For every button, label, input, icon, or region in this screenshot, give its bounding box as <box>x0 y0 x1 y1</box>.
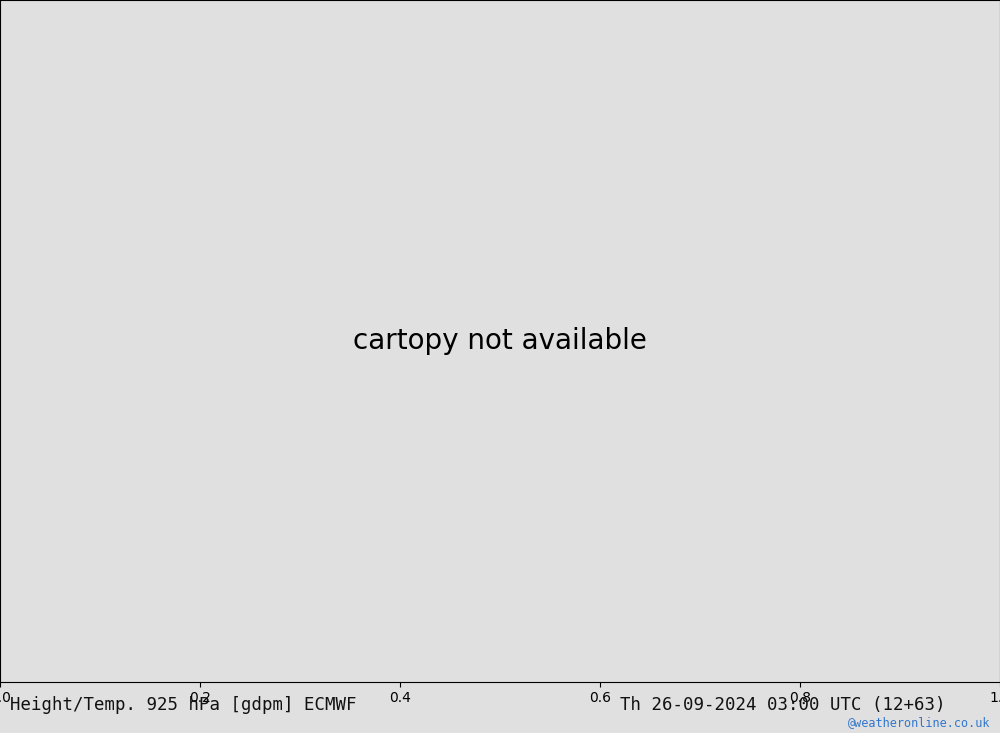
Text: @weatheronline.co.uk: @weatheronline.co.uk <box>848 716 990 729</box>
Text: cartopy not available: cartopy not available <box>353 327 647 355</box>
Text: Height/Temp. 925 hPa [gdpm] ECMWF: Height/Temp. 925 hPa [gdpm] ECMWF <box>10 696 356 714</box>
Text: Th 26-09-2024 03:00 UTC (12+63): Th 26-09-2024 03:00 UTC (12+63) <box>620 696 946 714</box>
